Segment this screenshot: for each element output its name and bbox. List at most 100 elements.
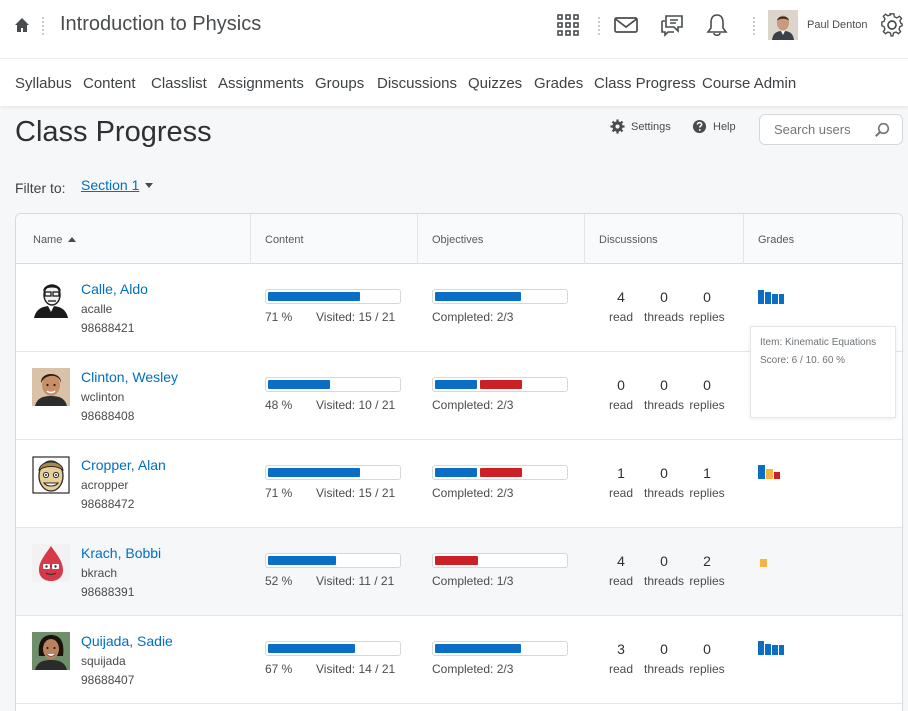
- grade-bar[interactable]: [774, 472, 780, 479]
- grade-bar[interactable]: [760, 559, 767, 567]
- student-username: acalle: [81, 302, 113, 316]
- nav-content[interactable]: Content: [83, 75, 136, 92]
- student-name-link[interactable]: Clinton, Wesley: [81, 369, 179, 385]
- search-box: [759, 114, 903, 145]
- help-label: Help: [713, 120, 736, 133]
- grade-bar[interactable]: [765, 292, 771, 304]
- student-username: squijada: [81, 654, 126, 668]
- nav-quizzes[interactable]: Quizzes: [468, 75, 523, 92]
- discussion-read-label: read: [608, 310, 634, 324]
- class-progress-table: Name Content Objectives Discussions Grad…: [15, 213, 903, 711]
- gear-icon[interactable]: [879, 12, 905, 38]
- column-divider: [250, 214, 251, 264]
- settings-button[interactable]: Settings: [610, 119, 671, 134]
- section-filter-dropdown[interactable]: Section 1: [81, 177, 140, 193]
- apps-grid-icon[interactable]: [555, 12, 581, 38]
- objectives-progress-bar[interactable]: [432, 553, 568, 568]
- search-icon[interactable]: [874, 122, 890, 138]
- discussion-replies-label: replies: [689, 398, 725, 412]
- tooltip-score: Score: 6 / 10. 60 %: [760, 355, 846, 366]
- content-percent: 67 %: [265, 662, 293, 676]
- content-progress-fill: [268, 644, 355, 653]
- grade-bar[interactable]: [772, 645, 778, 655]
- search-input[interactable]: [774, 122, 874, 137]
- top-bar: Introduction to Physics Paul Denton: [0, 0, 908, 58]
- discussion-replies-label: replies: [689, 662, 725, 676]
- content-progress-fill: [268, 380, 330, 389]
- discussion-replies-count: 1: [703, 465, 711, 481]
- content-progress-bar[interactable]: [265, 641, 401, 656]
- grade-bar[interactable]: [765, 644, 771, 655]
- objectives-progress-bar[interactable]: [432, 289, 568, 304]
- content-progress-bar[interactable]: [265, 377, 401, 392]
- home-icon[interactable]: [12, 15, 32, 35]
- help-icon: [692, 119, 707, 134]
- student-avatar: [32, 544, 70, 582]
- help-button[interactable]: Help: [692, 119, 736, 134]
- nav-classlist[interactable]: Classlist: [151, 75, 207, 92]
- objectives-progress-bar[interactable]: [432, 377, 568, 392]
- content-percent: 52 %: [265, 574, 293, 588]
- content-visited: Visited: 10 / 21: [316, 398, 396, 412]
- nav-groups[interactable]: Groups: [315, 75, 365, 92]
- grade-bar[interactable]: [766, 469, 773, 479]
- discussion-replies-count: 0: [703, 289, 711, 305]
- course-title[interactable]: Introduction to Physics: [60, 13, 262, 35]
- grade-bar[interactable]: [772, 294, 778, 304]
- grade-bar[interactable]: [758, 290, 764, 304]
- objectives-completed: Completed: 2/3: [432, 486, 514, 500]
- chat-icon[interactable]: [659, 12, 685, 38]
- mail-icon[interactable]: [613, 12, 639, 38]
- bell-icon[interactable]: [704, 12, 730, 38]
- student-name-link[interactable]: Calle, Aldo: [81, 281, 148, 297]
- student-id: 98688391: [81, 585, 135, 599]
- student-avatar: [32, 280, 70, 318]
- student-id: 98688408: [81, 409, 135, 423]
- student-avatar: [32, 456, 70, 494]
- column-header-name[interactable]: Name: [33, 214, 77, 264]
- column-header-grades: Grades: [758, 234, 795, 246]
- nav-discussions[interactable]: Discussions: [377, 75, 458, 92]
- objective-segment-incomplete: [480, 468, 522, 477]
- student-name-link[interactable]: Cropper, Alan: [81, 457, 166, 473]
- course-nav: Syllabus Content Classlist Assignments G…: [0, 58, 908, 106]
- tooltip-item: Item: Kinematic Equations: [760, 337, 877, 348]
- content-visited: Visited: 15 / 21: [316, 310, 396, 324]
- page-title: Class Progress: [15, 116, 212, 148]
- nav-assignments[interactable]: Assignments: [218, 75, 304, 92]
- nav-course-admin[interactable]: Course Admin: [702, 75, 797, 92]
- nav-syllabus[interactable]: Syllabus: [15, 75, 72, 92]
- student-name-link[interactable]: Quijada, Sadie: [81, 633, 173, 649]
- nav-grades[interactable]: Grades: [534, 75, 584, 92]
- discussion-read-label: read: [608, 574, 634, 588]
- grade-bar[interactable]: [758, 641, 764, 655]
- student-username: wclinton: [81, 390, 125, 404]
- grade-bar[interactable]: [779, 645, 784, 655]
- objectives-progress-bar[interactable]: [432, 641, 568, 656]
- user-avatar[interactable]: [768, 10, 798, 40]
- discussion-threads-count: 0: [660, 465, 668, 481]
- content-progress-fill: [268, 556, 336, 565]
- discussion-replies-label: replies: [689, 310, 725, 324]
- student-id: 98688407: [81, 673, 135, 687]
- content-progress-bar[interactable]: [265, 465, 401, 480]
- column-header-content: Content: [265, 234, 304, 246]
- objectives-progress-bar[interactable]: [432, 465, 568, 480]
- column-header-discussions: Discussions: [599, 234, 658, 246]
- settings-label: Settings: [631, 120, 671, 133]
- grade-tooltip: Item: Kinematic Equations Score: 6 / 10.…: [750, 326, 896, 418]
- content-percent: 71 %: [265, 486, 293, 500]
- student-name-link[interactable]: Krach, Bobbi: [81, 545, 162, 561]
- user-name[interactable]: Paul Denton: [807, 19, 868, 31]
- objectives-completed: Completed: 2/3: [432, 398, 514, 412]
- grade-bar[interactable]: [779, 294, 784, 304]
- discussion-read-count: 3: [617, 641, 625, 657]
- content-progress-bar[interactable]: [265, 289, 401, 304]
- grade-bar[interactable]: [758, 465, 765, 479]
- discussion-threads-label: threads: [643, 486, 685, 500]
- nav-class-progress[interactable]: Class Progress: [594, 75, 696, 92]
- chevron-down-icon[interactable]: [145, 183, 153, 188]
- discussion-read-label: read: [608, 662, 634, 676]
- discussion-replies-count: 0: [703, 377, 711, 393]
- content-progress-bar[interactable]: [265, 553, 401, 568]
